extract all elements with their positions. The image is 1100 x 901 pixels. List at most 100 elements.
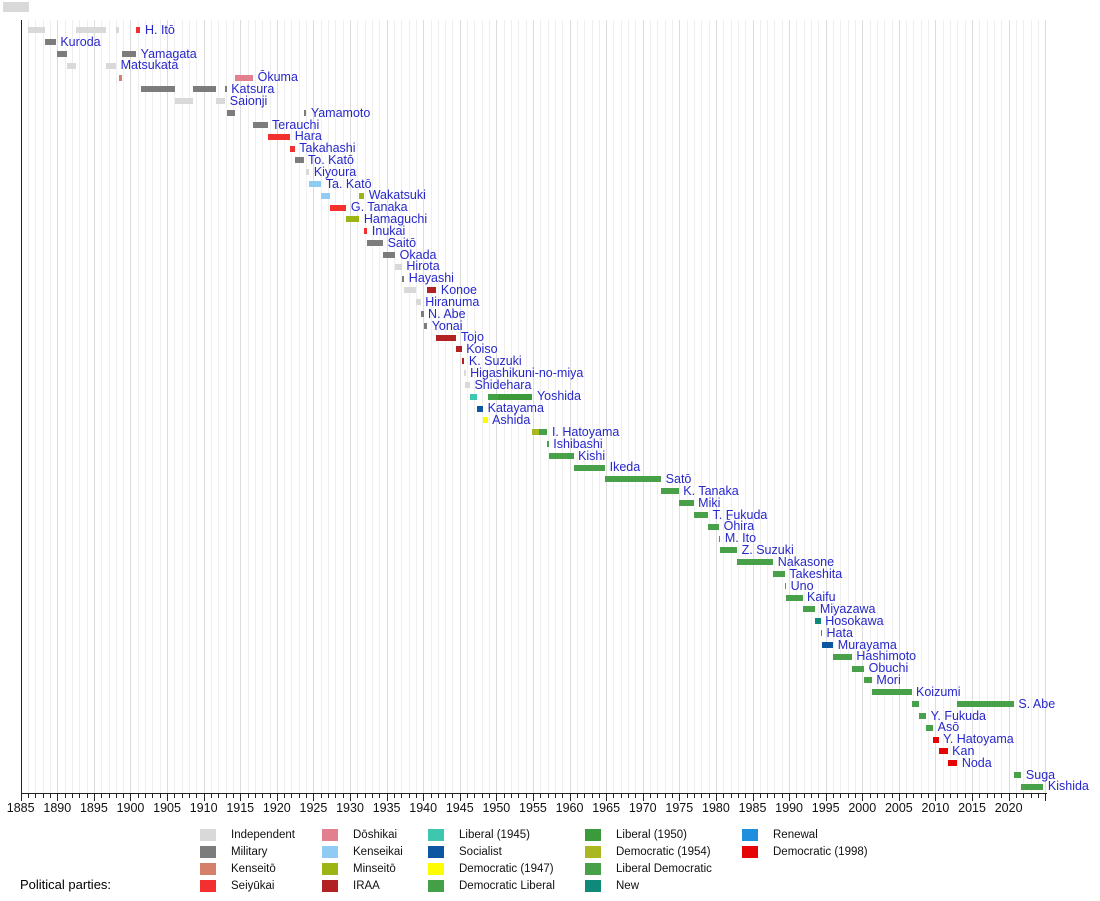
axis-tick bbox=[701, 794, 703, 798]
pm-label[interactable]: K. Tanaka bbox=[683, 483, 739, 498]
axis-tick bbox=[525, 794, 527, 798]
term-bar bbox=[933, 736, 939, 743]
term-bar bbox=[938, 748, 948, 755]
axis-tick bbox=[371, 794, 373, 798]
gridline bbox=[803, 20, 805, 793]
term-bar bbox=[76, 27, 106, 34]
axis-tick-label: 1960 bbox=[555, 801, 584, 815]
gridline bbox=[635, 20, 637, 793]
pm-label[interactable]: Miyazawa bbox=[819, 602, 876, 617]
pm-label[interactable]: Suga bbox=[1025, 767, 1056, 782]
axis-tick bbox=[232, 794, 234, 798]
axis-tick bbox=[445, 794, 447, 798]
pm-label[interactable]: Miki bbox=[698, 495, 721, 510]
axis-tick bbox=[269, 794, 271, 798]
axis-tick bbox=[869, 794, 871, 798]
axis-tick bbox=[715, 794, 717, 801]
pm-label[interactable]: Hashimoto bbox=[856, 649, 917, 664]
pm-label[interactable]: Satō bbox=[665, 472, 692, 487]
pm-label[interactable]: Ashida bbox=[492, 413, 531, 428]
pm-label[interactable]: T. Fukuda bbox=[712, 507, 768, 522]
pm-label[interactable]: Katayama bbox=[487, 401, 544, 416]
axis-tick bbox=[972, 794, 974, 801]
pm-label[interactable]: Kishi bbox=[578, 448, 606, 463]
pm-label[interactable]: Mori bbox=[876, 673, 901, 688]
pm-label[interactable]: Yonai bbox=[431, 318, 463, 333]
pm-label[interactable]: Yamagata bbox=[140, 46, 197, 61]
term-bar bbox=[773, 571, 785, 578]
pm-label[interactable]: Obuchi bbox=[868, 661, 909, 676]
pm-label[interactable]: S. Abe bbox=[1018, 696, 1056, 711]
pm-label[interactable]: Hara bbox=[294, 129, 322, 144]
axis-tick bbox=[832, 794, 834, 798]
gridline bbox=[723, 20, 725, 793]
pm-label[interactable]: Uno bbox=[790, 578, 814, 593]
pm-label[interactable]: Z. Suzuki bbox=[741, 543, 794, 558]
pm-label[interactable]: Ikeda bbox=[609, 460, 641, 475]
pm-label[interactable]: N. Abe bbox=[428, 306, 466, 321]
pm-label[interactable]: Hayashi bbox=[408, 271, 454, 286]
pm-label[interactable]: To. Katō bbox=[308, 153, 354, 168]
pm-label[interactable]: Yoshida bbox=[536, 389, 581, 404]
pm-label[interactable]: Takahashi bbox=[299, 141, 356, 156]
pm-label[interactable]: Koiso bbox=[466, 342, 498, 357]
pm-label[interactable]: Asō bbox=[937, 720, 960, 735]
pm-label[interactable]: Kan bbox=[952, 744, 975, 759]
term-bar bbox=[661, 488, 679, 495]
axis-tick-label: 1935 bbox=[372, 801, 401, 815]
gridline bbox=[532, 20, 534, 793]
pm-label[interactable]: G. Tanaka bbox=[350, 200, 408, 215]
pm-label[interactable]: Shidehara bbox=[474, 377, 532, 392]
axis-tick bbox=[664, 794, 666, 798]
pm-label[interactable]: Hosokawa bbox=[825, 614, 884, 628]
legend-swatch-independent bbox=[200, 829, 216, 841]
pm-label[interactable]: Hamaguchi bbox=[363, 212, 428, 227]
pm-label[interactable]: Hata bbox=[826, 625, 853, 640]
pm-label[interactable]: Matsukata bbox=[120, 58, 179, 73]
pm-label[interactable]: Kishida bbox=[1047, 779, 1089, 794]
pm-label[interactable]: M. Ito bbox=[724, 531, 757, 546]
gridline bbox=[364, 20, 366, 793]
pm-label[interactable]: Saionji bbox=[229, 93, 268, 108]
pm-label[interactable]: Kiyoura bbox=[313, 164, 357, 179]
axis-tick bbox=[993, 794, 995, 798]
pm-label[interactable]: Okada bbox=[399, 247, 437, 262]
pm-label[interactable]: Saitō bbox=[387, 235, 417, 250]
pm-label[interactable]: Murayama bbox=[837, 637, 897, 652]
legend-heading: Political parties: bbox=[20, 877, 112, 892]
term-bar bbox=[605, 476, 662, 483]
pm-label[interactable]: Terauchi bbox=[272, 117, 320, 132]
pm-label[interactable]: Katsura bbox=[231, 82, 275, 97]
pm-label[interactable]: Wakatsuki bbox=[368, 188, 426, 203]
pm-label[interactable]: K. Suzuki bbox=[468, 353, 522, 368]
pm-label[interactable]: Hiranuma bbox=[425, 294, 480, 309]
pm-label[interactable]: Noda bbox=[961, 755, 992, 770]
pm-label[interactable]: Konoe bbox=[440, 283, 478, 298]
pm-label[interactable]: Hirota bbox=[406, 259, 440, 274]
pm-label[interactable]: Kuroda bbox=[60, 34, 101, 49]
pm-label[interactable]: Koizumi bbox=[916, 684, 961, 699]
pm-label[interactable]: Inukai bbox=[371, 223, 406, 238]
pm-label[interactable]: Y. Hatoyama bbox=[943, 732, 1014, 747]
pm-label[interactable]: H. Itō bbox=[144, 23, 175, 37]
pm-label[interactable]: Yamamoto bbox=[310, 105, 371, 120]
pm-label[interactable]: Higashikuni-no-miya bbox=[470, 365, 584, 380]
legend-label-democratic1998: Democratic (1998) bbox=[773, 846, 868, 858]
pm-label[interactable]: Ōhira bbox=[723, 519, 755, 534]
gridline bbox=[415, 20, 417, 793]
term-bar bbox=[465, 381, 470, 388]
pm-label[interactable]: Takeshita bbox=[789, 566, 843, 581]
pm-label[interactable]: Nakasone bbox=[777, 554, 835, 569]
axis-tick bbox=[767, 794, 769, 798]
term-bar bbox=[359, 192, 365, 199]
pm-label[interactable]: Ishibashi bbox=[553, 436, 603, 451]
pm-label[interactable]: Ta. Katō bbox=[325, 176, 372, 191]
gridline bbox=[584, 20, 586, 793]
term-bar bbox=[404, 287, 416, 294]
pm-label[interactable]: Tojo bbox=[460, 330, 484, 345]
gridline bbox=[284, 20, 286, 793]
pm-label[interactable]: I. Hatoyama bbox=[551, 424, 620, 439]
pm-label[interactable]: Y. Fukuda bbox=[930, 708, 987, 723]
pm-label[interactable]: Ōkuma bbox=[257, 70, 298, 85]
pm-label[interactable]: Kaifu bbox=[807, 590, 836, 605]
